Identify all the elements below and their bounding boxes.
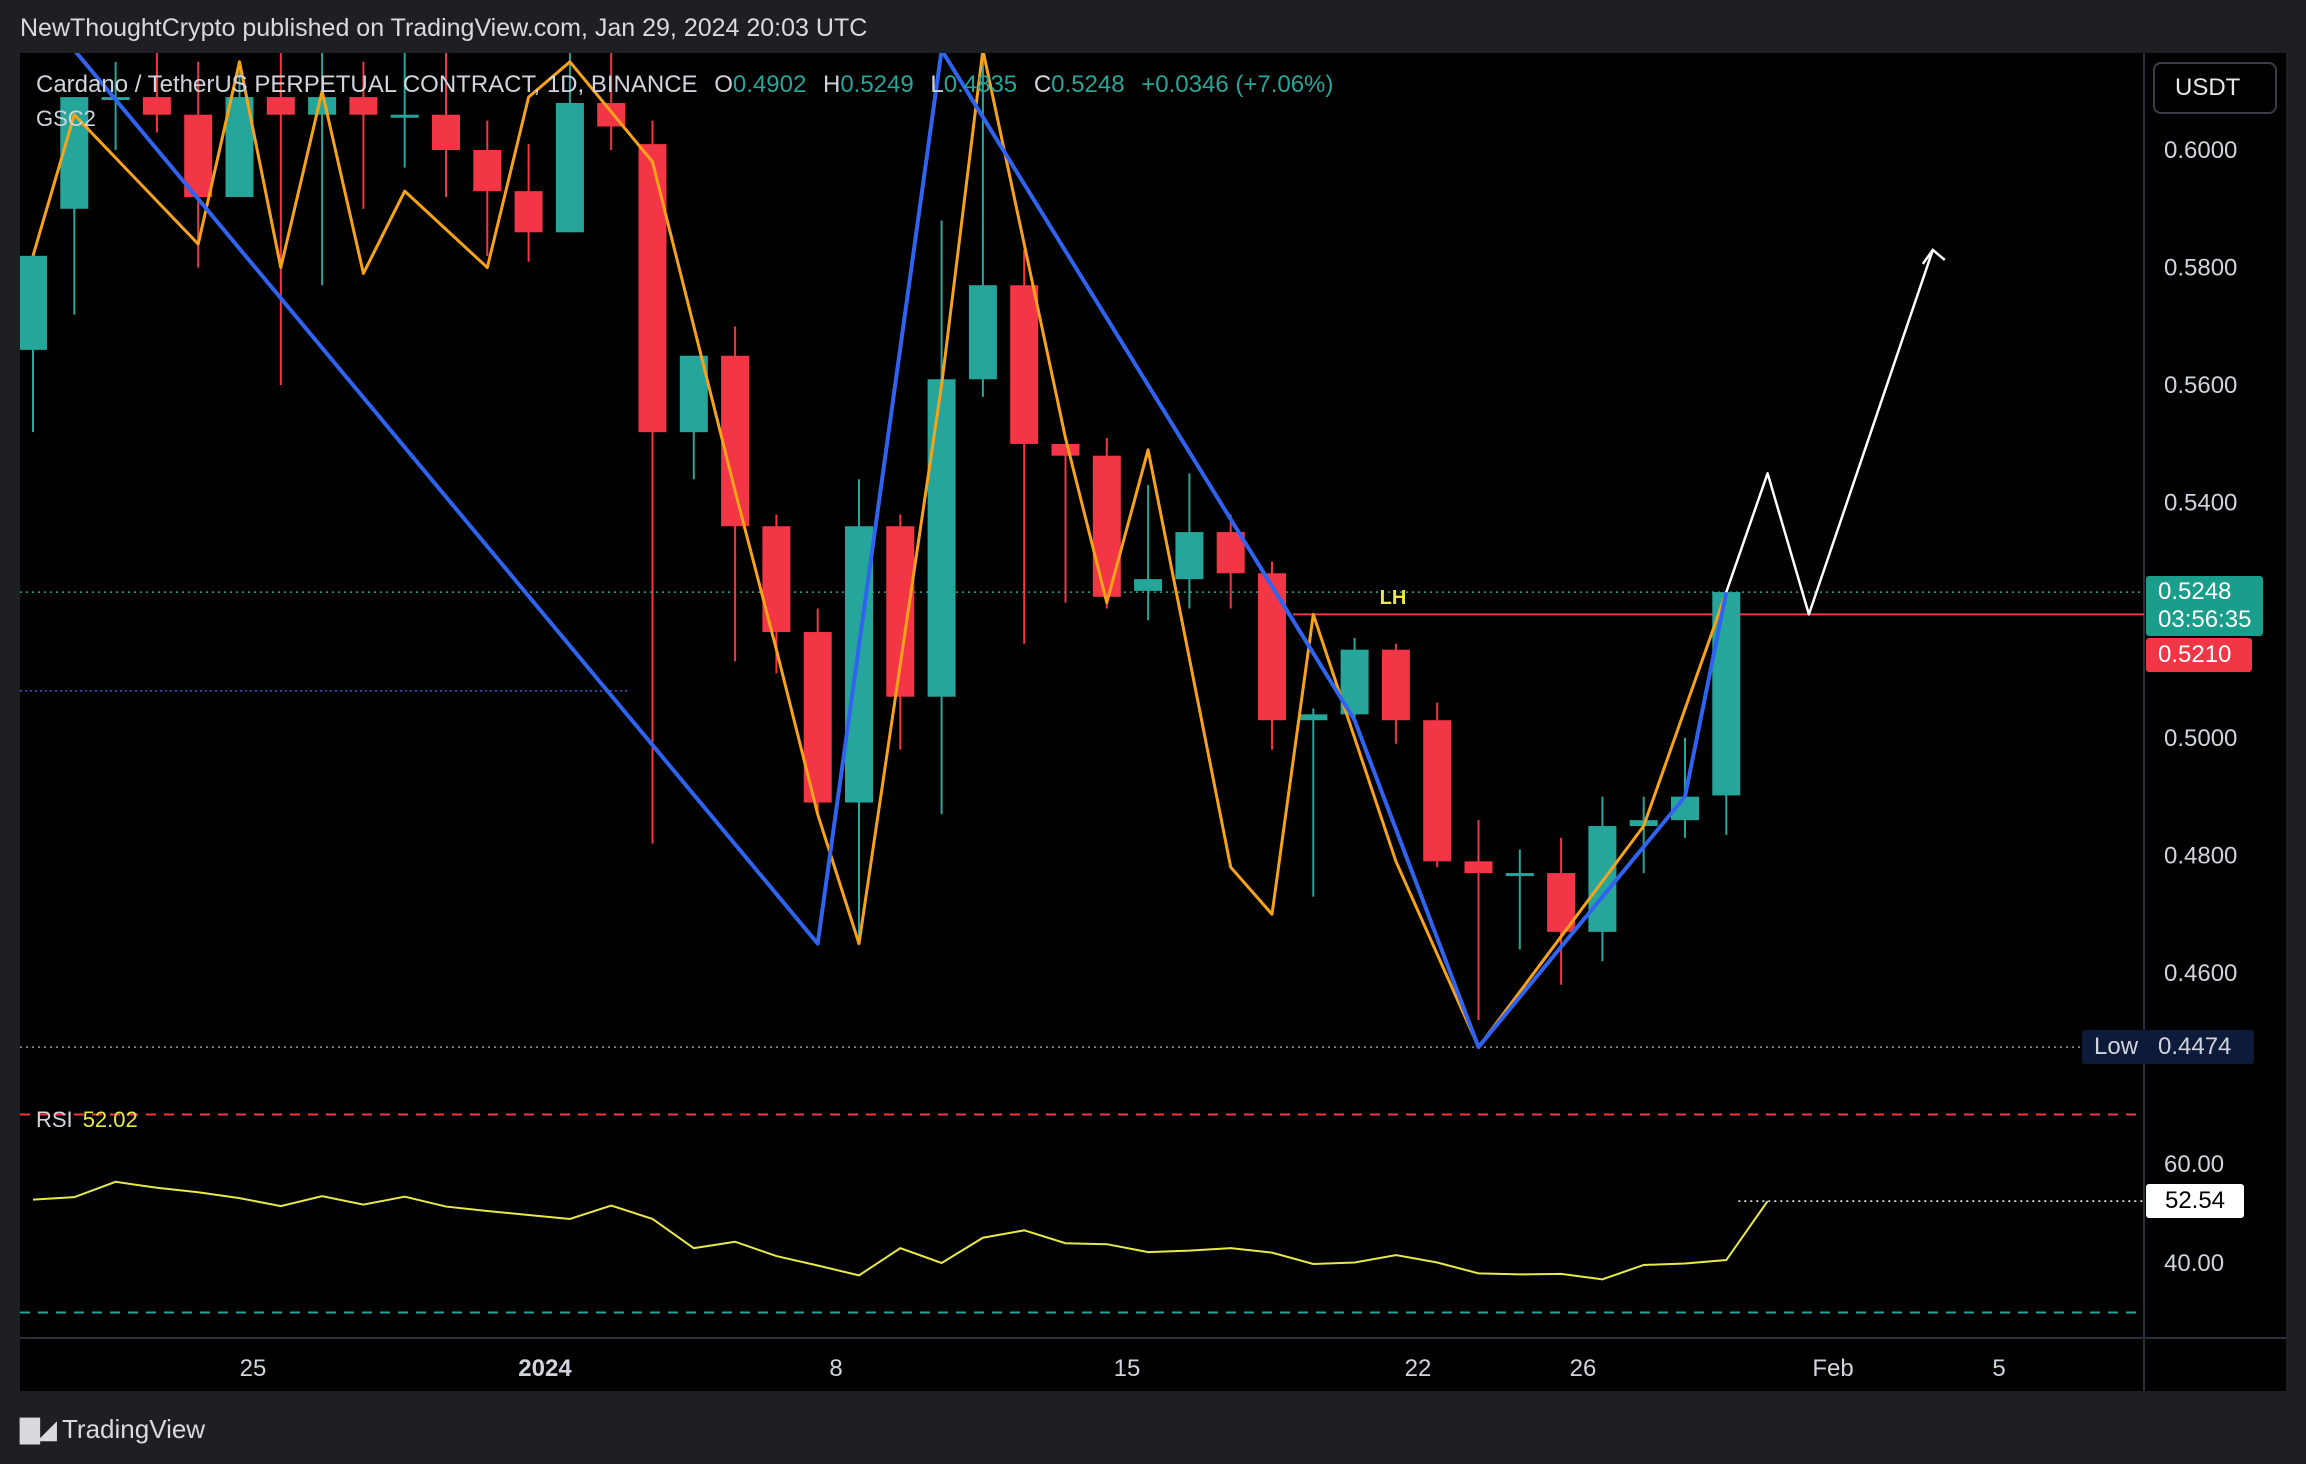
currency-button[interactable]: USDT [2153,62,2277,114]
x-axis-tick-label: 25 [240,1355,267,1382]
candle-body [20,255,47,350]
candle-body [1092,455,1121,597]
candle-body [1134,579,1163,591]
rsi-legend[interactable]: RSI 52.02 [36,1107,138,1133]
candle-body [142,97,171,115]
publisher-credit: NewThoughtCrypto published on TradingVie… [20,14,868,42]
x-axis-tick-label: 5 [1992,1355,2005,1382]
rsi-legend-value: 52.02 [82,1107,138,1132]
indicator-legend[interactable]: GSC2 [36,106,96,131]
candle-body [1175,532,1204,580]
y-axis-tick-label: 0.5800 [2164,255,2237,282]
candle-body [555,102,584,233]
high-value: 0.5249 [840,71,914,98]
rsi-legend-label: RSI [36,1107,73,1132]
x-axis-tick-label: 2024 [518,1355,572,1382]
candle-body [473,150,502,192]
tradingview-brand: TradingView [62,1414,206,1444]
y-axis-tick-label: 0.4600 [2164,960,2237,987]
candle-body [266,97,295,115]
x-axis-tick-label: 22 [1405,1355,1432,1382]
y-axis-tick-label: 0.5600 [2164,372,2237,399]
open-label: O [714,71,733,98]
candle-body [927,379,956,697]
open-value: 0.4902 [732,71,807,98]
y-axis-tick-label: 0.6000 [2164,137,2237,164]
change-value: +0.0346 (+7.06%) [1141,71,1334,98]
close-value: 0.5248 [1051,71,1125,98]
candle-body [968,285,997,380]
candle-body [308,97,337,115]
candle-body [349,97,378,115]
candle-body [1464,861,1493,874]
symbol-info: Cardano / TetherUS PERPETUAL CONTRACT, 1… [36,71,1333,99]
last-price-value: 0.5248 [2158,578,2232,605]
rsi-line [32,1180,1769,1281]
tradingview-logo[interactable]: ▇◢ TradingView [20,1414,205,1445]
rsi-axis-tick-label: 40.00 [2164,1250,2224,1277]
tradingview-logo-icon: ▇◢ [20,1414,57,1444]
candle-body [390,114,419,118]
candle-body [1010,285,1039,444]
y-axis-tick-label: 0.5400 [2164,490,2237,517]
lh-label: LH [1380,587,1407,609]
low-value: 0.4835 [943,71,1018,98]
level-price-tag: 0.5210 [2146,638,2252,672]
projection-arrow-head [1921,248,1946,265]
y-axis-tick-label: 0.4800 [2164,842,2237,869]
zigzag-blue-line [74,53,1729,1050]
low-label-tag: Low [2082,1030,2151,1064]
rsi-axis-tick-label: 60.00 [2164,1151,2224,1178]
low-value-tag: 0.4474 [2148,1030,2254,1064]
candle-body [514,191,543,233]
price-axis-bg [2144,53,2286,1391]
candle-body [1423,720,1452,862]
x-axis-tick-label: 26 [1570,1355,1597,1382]
candle-body [1299,714,1328,721]
chart-canvas[interactable]: 0.6000 0.5800 0.5600 0.5400 0.5000 0.4800 0.46… [20,53,2286,1391]
high-label: H [822,71,841,98]
zigzag-orange-line [31,53,1728,1049]
countdown-value: 03:56:35 [2158,606,2252,633]
x-axis-tick-label: 8 [829,1355,842,1382]
x-axis-tick-label: Feb [1812,1355,1853,1382]
projection-path [1725,249,1934,616]
candle-body [1505,873,1534,877]
x-axis-tick-label: 15 [1114,1355,1141,1382]
last-price-tag: 0.5248 03:56:35 [2146,576,2264,636]
rsi-current-tag: 52.54 [2146,1184,2244,1218]
candle-body [638,144,667,433]
candle-body [184,114,213,198]
candle-body [432,114,460,150]
chart-area[interactable]: 0.6000 0.5800 0.5600 0.5400 0.5000 0.4800 0.46… [20,53,2286,1391]
candle-body [1712,592,1741,796]
close-label: C [1033,71,1052,98]
candle-body [721,355,750,527]
candle-body [1258,573,1286,721]
y-axis-tick-label: 0.5000 [2164,725,2237,752]
symbol-title[interactable]: Cardano / TetherUS PERPETUAL CONTRACT, 1… [36,71,698,98]
candle-body [1216,532,1245,574]
candle-body [1381,649,1410,721]
candle-body [1051,443,1080,456]
low-label: L [930,71,944,98]
